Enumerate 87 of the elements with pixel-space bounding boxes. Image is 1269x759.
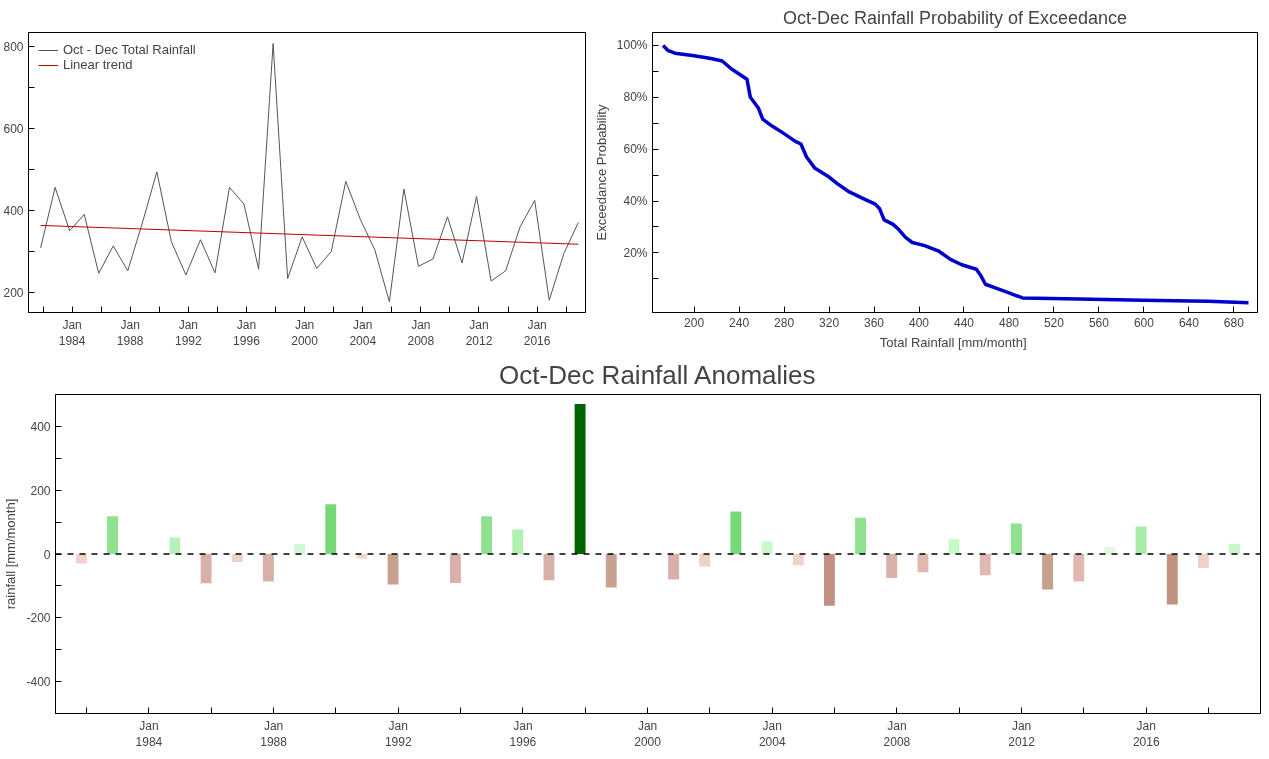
x-tick-label: Jan 1984 <box>58 317 86 349</box>
bar <box>294 544 306 554</box>
x-tick-label: 400 <box>909 315 930 330</box>
bar <box>1073 554 1085 582</box>
x-tick-label: Jan 1988 <box>116 317 144 349</box>
x-tick-label: Jan 2004 <box>349 317 377 349</box>
x-tick-label: Jan 1992 <box>384 718 412 750</box>
x-tick-label: 360 <box>864 315 885 330</box>
y-tick-label: 800 <box>3 40 24 55</box>
y-tick-label: 100% <box>616 38 648 53</box>
x-tick-label: 520 <box>1043 315 1065 330</box>
x-tick-label: Jan 1988 <box>260 718 288 750</box>
legend-label: Oct - Dec Total Rainfall <box>63 42 196 57</box>
x-tick-label: 320 <box>819 315 840 330</box>
bar <box>449 554 461 584</box>
x-tick-label: Jan 2000 <box>291 317 319 349</box>
bar <box>979 554 991 576</box>
bar <box>481 516 493 554</box>
bar <box>169 537 181 554</box>
line-series <box>40 43 579 303</box>
bar <box>792 554 804 566</box>
bar <box>1104 546 1116 554</box>
y-axis-title: Exceedance Probability <box>593 104 609 241</box>
bar <box>823 554 835 606</box>
bar <box>231 554 243 562</box>
line-series <box>661 43 1251 305</box>
y-tick-label: 40% <box>623 194 648 209</box>
bar <box>512 529 524 554</box>
x-tick-label: Jan 2016 <box>523 317 551 349</box>
x-tick-label: Jan 2000 <box>634 718 662 750</box>
legend-label: Linear trend <box>63 57 133 72</box>
bar <box>387 554 399 585</box>
x-tick-label: 600 <box>1133 315 1155 330</box>
bar <box>107 516 119 554</box>
y-tick-label: 80% <box>623 90 648 105</box>
x-tick-label: 560 <box>1088 315 1110 330</box>
bar <box>699 554 711 567</box>
x-tick-label: 680 <box>1223 315 1245 330</box>
bar <box>948 539 960 554</box>
y-tick-label: 60% <box>623 142 648 157</box>
x-tick-label: Jan 2012 <box>1008 718 1036 750</box>
y-axis-title: rainfall [mm/month] <box>3 498 19 610</box>
x-tick-label: 480 <box>998 315 1020 330</box>
bar <box>1042 554 1054 590</box>
x-tick-label: Jan 2004 <box>758 718 786 750</box>
bar <box>605 554 617 588</box>
x-tick-label: Jan 2016 <box>1132 718 1160 750</box>
chart-title: Oct-Dec Rainfall Probability of Exceedance <box>782 7 1128 28</box>
y-tick-label: -200 <box>26 611 51 626</box>
chart-title: Oct-Dec Rainfall Anomalies <box>499 359 816 390</box>
bar <box>1197 554 1209 569</box>
bar <box>886 554 898 578</box>
y-tick-label: 200 <box>30 483 51 498</box>
x-tick-label: Jan 2008 <box>407 317 435 349</box>
y-tick-label: 200 <box>3 285 24 300</box>
x-tick-label: Jan 1992 <box>174 317 202 349</box>
y-tick-label: 0 <box>43 547 51 562</box>
x-tick-label: Jan 1984 <box>135 718 163 750</box>
bar <box>730 511 742 554</box>
x-tick-label: 440 <box>953 315 975 330</box>
x-tick-label: 240 <box>729 315 750 330</box>
x-tick-label: Jan 1996 <box>233 317 261 349</box>
x-tick-label: 640 <box>1178 315 1200 330</box>
bar <box>200 554 212 584</box>
x-tick-label: Jan 2008 <box>883 718 911 750</box>
bar <box>262 554 274 582</box>
y-tick-label: -400 <box>26 675 51 690</box>
bar <box>761 541 773 554</box>
x-tick-label: 280 <box>774 315 795 330</box>
x-tick-label: 200 <box>684 315 705 330</box>
x-tick-label: Jan 1996 <box>509 718 537 750</box>
x-tick-label: Jan 2012 <box>465 317 493 349</box>
bar <box>668 554 680 580</box>
y-tick-label: 20% <box>623 245 648 260</box>
y-tick-label: 400 <box>30 419 51 434</box>
bar <box>75 554 87 564</box>
y-tick-label: 400 <box>3 203 24 218</box>
bar <box>574 404 586 554</box>
bar <box>1010 523 1022 554</box>
x-axis-title: Total Rainfall [mm/month] <box>879 334 1027 350</box>
bar <box>325 504 337 554</box>
bar <box>1166 554 1178 605</box>
y-tick-label: 600 <box>3 122 24 137</box>
bar <box>917 554 929 573</box>
bar <box>1229 543 1241 554</box>
bar <box>543 554 555 581</box>
bar <box>855 517 867 554</box>
